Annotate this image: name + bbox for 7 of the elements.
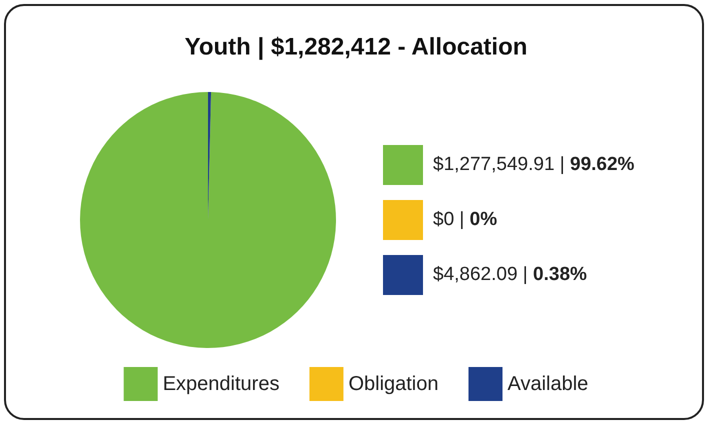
chart-title: Youth | $1,282,412 - Allocation [184,34,528,60]
text: $1,277,549.91 | 99.62% [433,154,634,175]
legend-label: Expenditures [162,373,280,395]
legend-label: Obligation [348,373,438,395]
text: $0 | 0% [433,209,498,230]
text: $4,862.09 | 0.38% [433,264,587,285]
legend-label: Available [508,373,588,395]
